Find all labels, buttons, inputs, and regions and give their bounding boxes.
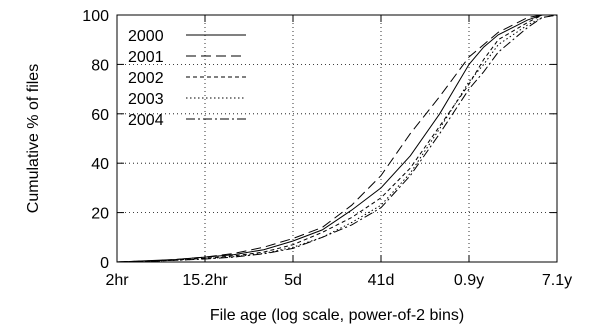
x-axis-label: File age (log scale, power-of-2 bins) — [210, 307, 464, 324]
series-line-2004 — [116, 14, 558, 263]
y-tick-label: 20 — [91, 206, 109, 223]
legend-label-2003: 2003 — [128, 91, 164, 108]
series-lines — [116, 14, 558, 263]
plot-frame — [116, 14, 558, 263]
grid-lines — [117, 15, 557, 262]
y-tick-label: 100 — [82, 8, 109, 25]
legend-label-2000: 2000 — [128, 28, 164, 45]
y-tick-label: 60 — [91, 107, 109, 124]
x-tick-label: 41d — [368, 272, 395, 289]
x-tick-label: 15.2hr — [182, 272, 228, 289]
legend: 2000 2001 2002 2003 2004 — [128, 28, 246, 129]
x-tick-label: 5d — [284, 272, 302, 289]
x-tick-label: 0.9y — [454, 272, 484, 289]
y-tick-label: 80 — [91, 57, 109, 74]
axis-ticks: 0 20 40 60 80 100 2hr 15.2hr 5d 41d 0.9y 7.1y — [82, 8, 572, 289]
legend-label-2002: 2002 — [128, 70, 164, 87]
series-line-2002 — [116, 14, 557, 263]
legend-label-2001: 2001 — [128, 49, 164, 66]
y-tick-label: 40 — [91, 156, 109, 173]
y-axis-label: Cumulative % of files — [25, 64, 42, 213]
x-tick-label: 7.1y — [542, 272, 572, 289]
x-tick-label: 2hr — [105, 272, 129, 289]
series-line-2003 — [116, 14, 558, 263]
legend-label-2004: 2004 — [128, 112, 164, 129]
series-line-2001 — [116, 14, 557, 263]
y-tick-label: 0 — [100, 255, 109, 272]
